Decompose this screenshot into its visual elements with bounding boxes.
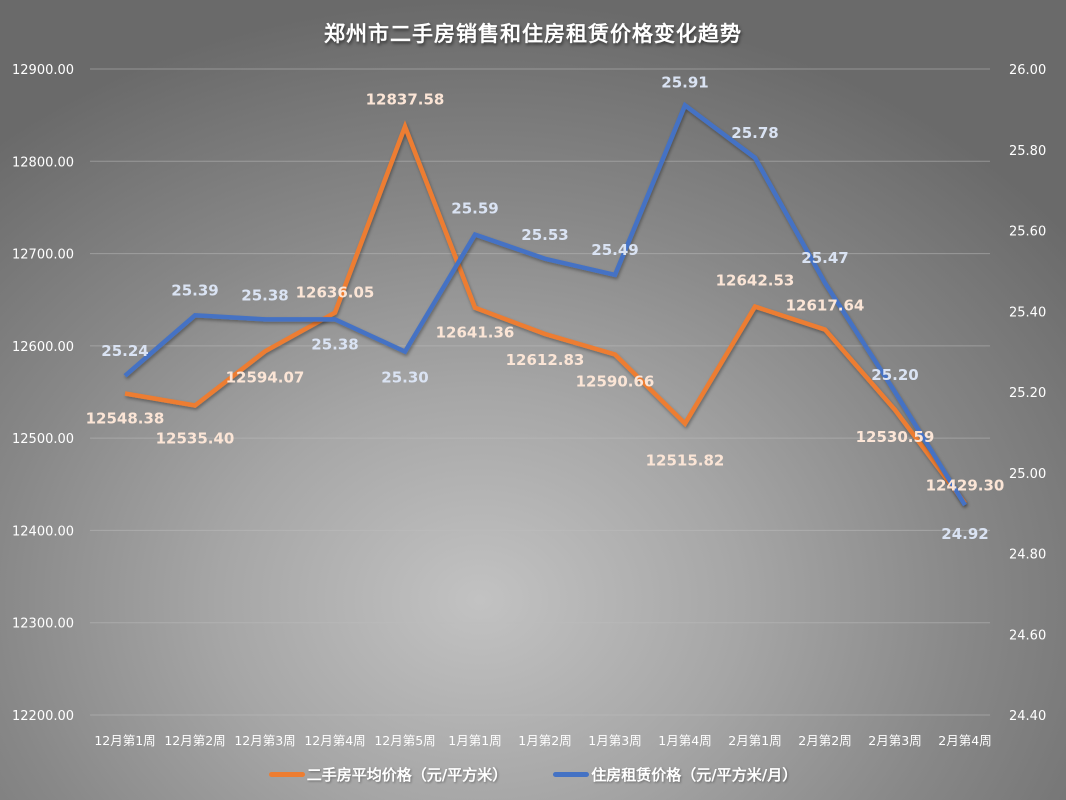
x-axis-category: 12月第3周: [234, 733, 295, 748]
right-axis-tick: 25.80: [1009, 144, 1046, 159]
rent-data-label: 25.59: [451, 200, 498, 218]
left-axis-tick: 12500.00: [12, 432, 74, 447]
rent-data-label: 25.39: [171, 281, 218, 299]
x-axis-category: 2月第4周: [938, 733, 991, 748]
x-axis-category: 12月第1周: [94, 733, 155, 748]
left-axis-tick: 12900.00: [12, 63, 74, 78]
legend-label: 住房租赁价格（元/平方米/月）: [591, 766, 798, 784]
sale-data-label: 12617.64: [786, 297, 865, 315]
left-axis-tick: 12700.00: [12, 248, 74, 263]
right-axis-tick: 25.40: [1009, 305, 1046, 320]
sale-data-label: 12641.36: [436, 324, 515, 342]
sale-data-label: 12612.83: [506, 351, 585, 369]
left-axis-tick: 12400.00: [12, 524, 74, 539]
sale-data-label: 12642.53: [716, 272, 795, 290]
sale-data-label: 12429.30: [926, 476, 1005, 494]
x-axis-category: 1月第4周: [658, 733, 711, 748]
legend-item-sale-price: 二手房平均价格（元/平方米）: [268, 764, 508, 785]
x-axis-category: 1月第1周: [448, 733, 501, 748]
rent-data-label: 25.24: [101, 342, 148, 360]
right-axis-tick: 26.00: [1009, 63, 1046, 78]
rent-data-label: 25.53: [521, 226, 568, 244]
rent-data-label: 24.92: [941, 525, 988, 543]
left-axis-tick: 12800.00: [12, 155, 74, 170]
right-axis-tick: 25.00: [1009, 467, 1046, 482]
right-axis-tick: 25.60: [1009, 225, 1046, 240]
legend: 二手房平均价格（元/平方米） 住房租赁价格（元/平方米/月）: [0, 764, 1066, 785]
sale-data-label: 12590.66: [576, 372, 655, 390]
legend-line-swatch: [553, 772, 590, 777]
x-axis-category: 2月第2周: [798, 733, 851, 748]
left-axis-tick: 12200.00: [12, 709, 74, 724]
x-axis-category: 2月第1周: [728, 733, 781, 748]
sale-data-label: 12515.82: [646, 452, 725, 470]
rent-data-label: 25.78: [731, 124, 778, 142]
right-axis-tick: 25.20: [1009, 386, 1046, 401]
legend-item-rent-price: 住房租赁价格（元/平方米/月）: [553, 764, 797, 785]
x-axis-category: 1月第3周: [588, 733, 641, 748]
x-axis-category: 2月第3周: [868, 733, 921, 748]
x-axis-category: 12月第5周: [374, 733, 435, 748]
right-axis-tick: 24.60: [1009, 628, 1046, 643]
left-axis-tick: 12300.00: [12, 617, 74, 632]
legend-line-swatch: [268, 772, 305, 777]
sale-data-label: 12636.05: [296, 284, 375, 302]
sale-data-label: 12594.07: [226, 368, 305, 386]
sale-data-label: 12837.58: [366, 91, 445, 109]
rent-data-label: 25.91: [661, 73, 708, 91]
rent-data-label: 25.20: [871, 366, 918, 384]
x-axis-category: 12月第2周: [164, 733, 225, 748]
chart-title: 郑州市二手房销售和住房租赁价格变化趋势: [324, 22, 742, 46]
sale-price-line: [124, 120, 967, 505]
rent-data-label: 25.38: [241, 286, 288, 304]
rent-data-label: 25.49: [591, 241, 638, 259]
sale-data-label: 12548.38: [86, 409, 165, 427]
x-axis-category: 12月第4周: [304, 733, 365, 748]
sale-data-label: 12530.59: [856, 428, 935, 446]
rent-data-label: 25.30: [381, 369, 428, 387]
legend-label: 二手房平均价格（元/平方米）: [306, 766, 508, 784]
sale-data-label: 12535.40: [156, 429, 235, 447]
rent-data-label: 25.38: [311, 335, 358, 353]
left-axis-tick: 12600.00: [12, 340, 74, 355]
right-axis-tick: 24.80: [1009, 548, 1046, 563]
right-axis-tick: 24.40: [1009, 709, 1046, 724]
rent-data-label: 25.47: [801, 249, 848, 267]
rent-price-line: [123, 101, 967, 507]
x-axis-category: 1月第2周: [518, 733, 571, 748]
